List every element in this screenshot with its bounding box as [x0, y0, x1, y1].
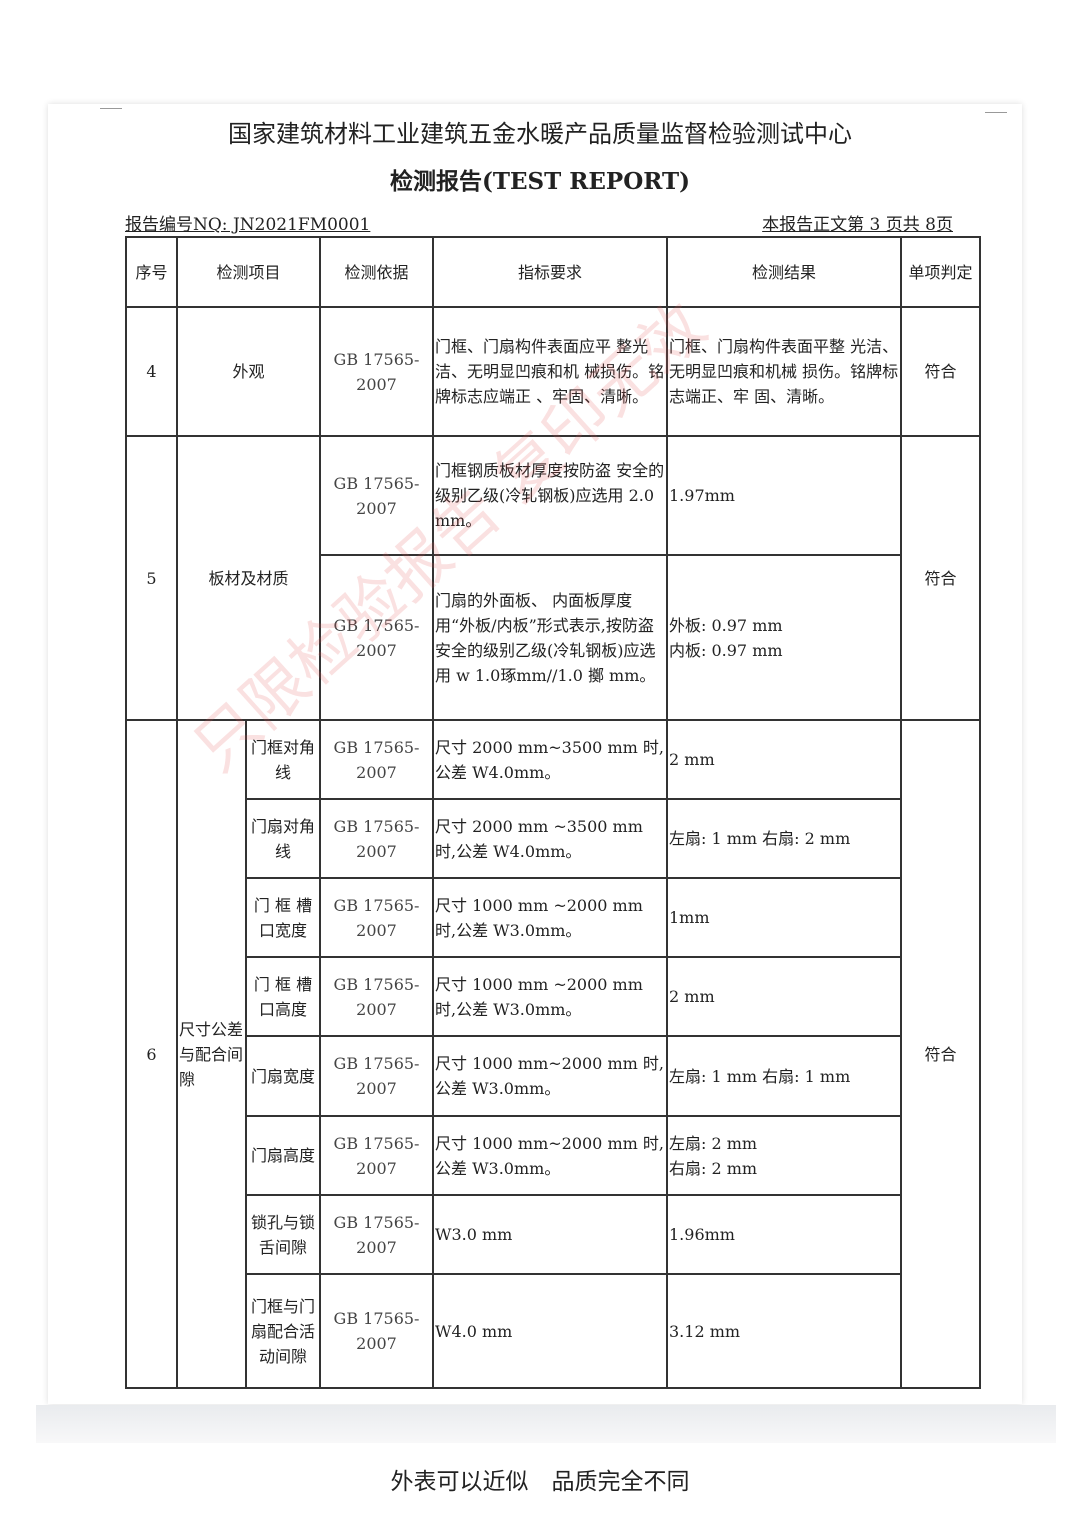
- table-row: 锁孔与锁舌间隙 GB 17565-2007 W3.0 mm 1.96mm: [126, 1194, 980, 1275]
- row-result: 外板: 0.97 mm 内板: 0.97 mm: [666, 554, 902, 721]
- row-basis: GB 17565-2007: [319, 306, 434, 437]
- report-title: 检测报告(TEST REPORT): [390, 168, 690, 195]
- row-result: 2 mm: [666, 719, 902, 800]
- sub-item-name: 锁孔与锁舌间隙: [245, 1194, 321, 1275]
- table-row: 门 框 槽口高度 GB 17565-2007 尺寸 1000 mm ~2000 mm…: [126, 956, 980, 1037]
- sub-item-name: 门扇高度: [245, 1115, 321, 1196]
- row-requirement: 门扇的外面板、 内面板厚度用“外板/内板”形式表示,按防盗安全的级别乙级(冷轧钢…: [432, 554, 668, 721]
- row-result: 左扇: 1 mm 右扇: 2 mm: [666, 798, 902, 879]
- header-basis: 检测依据: [319, 236, 434, 308]
- row-basis: GB 17565-2007: [319, 877, 434, 958]
- sub-item-name: 门框对角线: [245, 719, 321, 800]
- row-item: 外观: [176, 306, 321, 437]
- row-result: 2 mm: [666, 956, 902, 1037]
- sub-item-name: 门 框 槽口宽度: [245, 877, 321, 958]
- sub-item-name: 门 框 槽口高度: [245, 956, 321, 1037]
- corner-mark: [985, 104, 1007, 113]
- table-row: 门扇宽度 GB 17565-2007 尺寸 1000 mm~2000 mm 时,公差…: [126, 1035, 980, 1117]
- test-report-table: 序号 检测项目 检测依据 指标要求 检测结果 单项判定 4 外观 GB 1756…: [125, 236, 981, 1389]
- row-verdict: 符合: [900, 435, 981, 721]
- row-item: 板材及材质: [176, 435, 321, 721]
- row-result: 左扇: 2 mm 右扇: 2 mm: [666, 1115, 902, 1196]
- table-row: 门 框 槽口宽度 GB 17565-2007 尺寸 1000 mm ~2000 mm…: [126, 877, 980, 958]
- row-result: 3.12 mm: [666, 1273, 902, 1389]
- row-requirement: W4.0 mm: [432, 1273, 668, 1389]
- row-result: 1mm: [666, 877, 902, 958]
- row-no: 5: [125, 435, 178, 721]
- table-header-row: 序号 检测项目 检测依据 指标要求 检测结果 单项判定: [125, 236, 981, 308]
- table-row: 门扇高度 GB 17565-2007 尺寸 1000 mm~2000 mm 时,公差…: [126, 1115, 980, 1196]
- sub-item-name: 门扇宽度: [245, 1035, 321, 1117]
- row-basis: GB 17565-2007: [319, 719, 434, 800]
- row-requirement: 尺寸 1000 mm ~2000 mm 时,公差 W3.0mm。: [432, 956, 668, 1037]
- header-requirement: 指标要求: [432, 236, 668, 308]
- row-result: 1.97mm: [666, 435, 902, 556]
- row-basis: GB 17565-2007: [319, 435, 434, 556]
- table-row: 4 外观 GB 17565-2007 门框、门扇构件表面应平 整光洁、无明显凹痕…: [125, 306, 981, 437]
- caption: 外表可以近似 品质完全不同: [390, 1469, 690, 1495]
- sub-item-name: 门框与门扇配合活动间隙: [245, 1273, 321, 1389]
- row-requirement: 门框、门扇构件表面应平 整光洁、无明显凹痕和机 械损伤。铭牌标志应端正 、牢固、…: [432, 306, 668, 437]
- org-title: 国家建筑材料工业建筑五金水暖产品质量监督检验测试中心: [228, 120, 852, 148]
- row-basis: GB 17565-2007: [319, 1115, 434, 1196]
- page-info: 本报告正文第 3 页共 8页: [762, 215, 953, 235]
- table-row: 门扇对角线 GB 17565-2007 尺寸 2000 mm ~3500 mm 时,…: [126, 798, 980, 879]
- header-result: 检测结果: [666, 236, 902, 308]
- row-basis: GB 17565-2007: [319, 956, 434, 1037]
- page-bottom-shadow: [36, 1405, 1056, 1443]
- table-row: GB 17565-2007 门扇的外面板、 内面板厚度用“外板/内板”形式表示,…: [126, 554, 980, 721]
- header-no: 序号: [125, 236, 178, 308]
- row-basis: GB 17565-2007: [319, 1273, 434, 1389]
- row-requirement: 尺寸 1000 mm ~2000 mm 时,公差 W3.0mm。: [432, 877, 668, 958]
- table-row: 门框与门扇配合活动间隙 GB 17565-2007 W4.0 mm 3.12 mm: [126, 1273, 980, 1389]
- row-basis: GB 17565-2007: [319, 1194, 434, 1275]
- report-number: 报告编号NQ: JN2021FM0001: [125, 215, 371, 235]
- corner-mark: [100, 100, 122, 109]
- row-item: 尺寸公差与配合间隙: [176, 719, 247, 1389]
- row-no: 4: [125, 306, 178, 437]
- header-item: 检测项目: [176, 236, 321, 308]
- table-row: 5 板材及材质 GB 17565-2007 门框钢质板材厚度按防盗 安全的级别乙…: [125, 435, 981, 721]
- row-requirement: W3.0 mm: [432, 1194, 668, 1275]
- row-requirement: 门框钢质板材厚度按防盗 安全的级别乙级(冷轧钢板)应选用 2.0 mm。: [432, 435, 668, 556]
- row-result: 左扇: 1 mm 右扇: 1 mm: [666, 1035, 902, 1117]
- row-basis: GB 17565-2007: [319, 554, 434, 721]
- row-requirement: 尺寸 1000 mm~2000 mm 时,公差 W3.0mm。: [432, 1035, 668, 1117]
- row-verdict: 符合: [900, 719, 981, 1389]
- row-result: 1.96mm: [666, 1194, 902, 1275]
- row-requirement: 尺寸 2000 mm ~3500 mm 时,公差 W4.0mm。: [432, 798, 668, 879]
- row-basis: GB 17565-2007: [319, 1035, 434, 1117]
- row-result: 门框、门扇构件表面平整 光洁、无明显凹痕和机械 损伤。铭牌标志端正、牢 固、清晰…: [666, 306, 902, 437]
- row-basis: GB 17565-2007: [319, 798, 434, 879]
- sub-item-name: 门扇对角线: [245, 798, 321, 879]
- header-verdict: 单项判定: [900, 236, 981, 308]
- table-row: 6 尺寸公差与配合间隙 门框对角线 GB 17565-2007 尺寸 2000 mm~3…: [125, 719, 981, 1389]
- row-requirement: 尺寸 1000 mm~2000 mm 时,公差 W3.0mm。: [432, 1115, 668, 1196]
- row-no: 6: [125, 719, 178, 1389]
- row-verdict: 符合: [900, 306, 981, 437]
- row-requirement: 尺寸 2000 mm~3500 mm 时,公差 W4.0mm。: [432, 719, 668, 800]
